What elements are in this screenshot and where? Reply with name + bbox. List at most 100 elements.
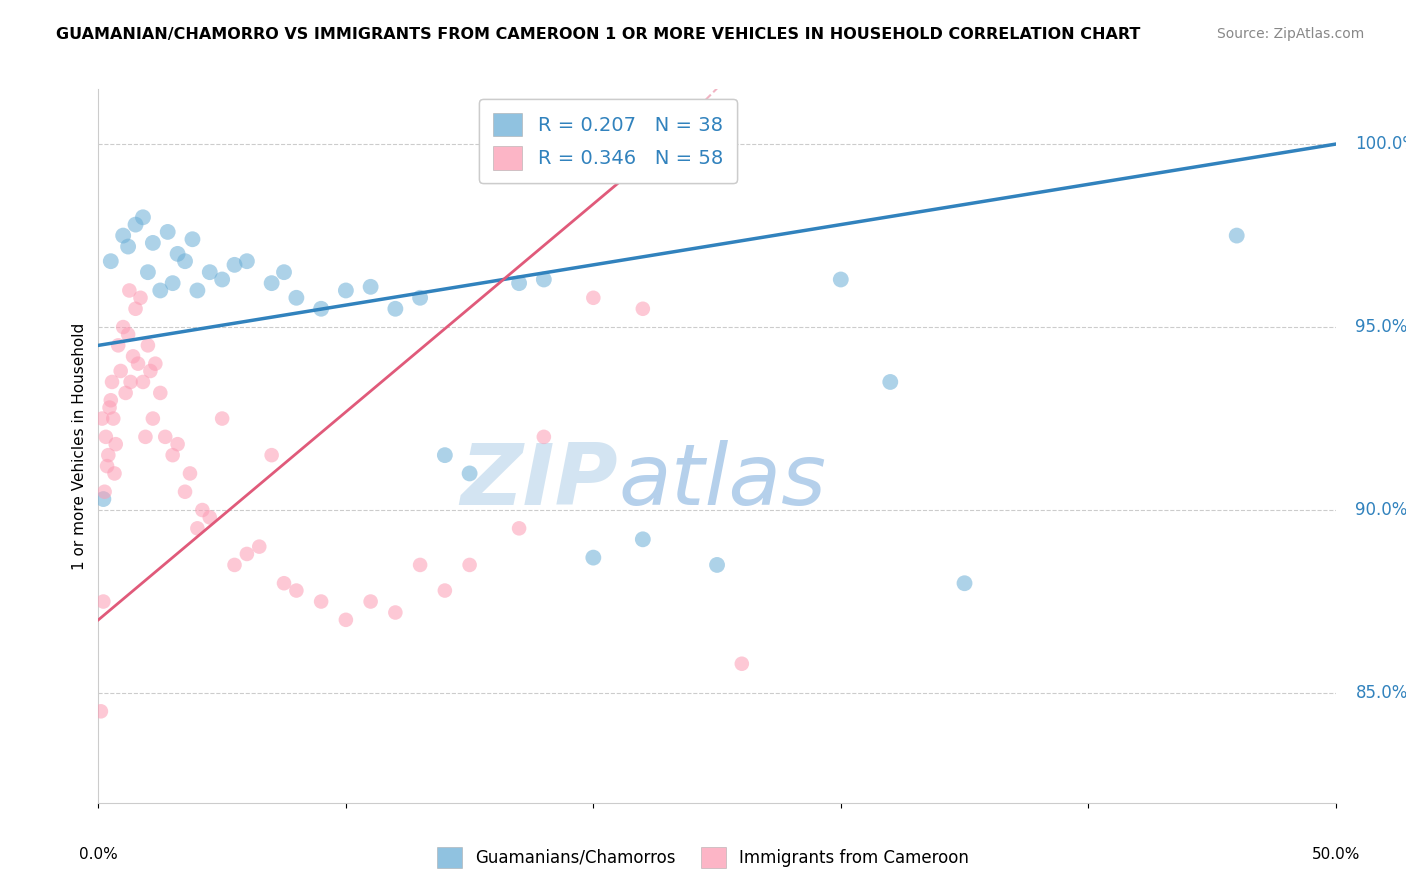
Point bbox=[285, 583, 308, 598]
Point bbox=[174, 484, 197, 499]
Point bbox=[830, 272, 852, 286]
Point bbox=[631, 533, 654, 547]
Point bbox=[409, 558, 432, 572]
Point bbox=[631, 301, 654, 316]
Point bbox=[236, 254, 259, 268]
Point bbox=[104, 437, 127, 451]
Point bbox=[582, 291, 605, 305]
Text: 0.0%: 0.0% bbox=[79, 847, 118, 862]
Point bbox=[98, 401, 121, 415]
Point bbox=[166, 437, 188, 451]
Point bbox=[273, 576, 295, 591]
Point bbox=[384, 301, 406, 316]
Point bbox=[124, 218, 146, 232]
Point bbox=[211, 272, 233, 286]
Point bbox=[191, 503, 214, 517]
Point bbox=[335, 613, 357, 627]
Point bbox=[953, 576, 976, 591]
Point bbox=[134, 430, 156, 444]
Point bbox=[236, 547, 259, 561]
Point bbox=[93, 484, 115, 499]
Point bbox=[112, 320, 135, 334]
Point bbox=[136, 265, 159, 279]
Point bbox=[101, 375, 124, 389]
Point bbox=[139, 364, 162, 378]
Point bbox=[533, 272, 555, 286]
Point bbox=[582, 550, 605, 565]
Point bbox=[409, 291, 432, 305]
Point bbox=[124, 301, 146, 316]
Point bbox=[117, 239, 139, 253]
Point bbox=[273, 265, 295, 279]
Point bbox=[91, 411, 114, 425]
Legend: R = 0.207   N = 38, R = 0.346   N = 58: R = 0.207 N = 38, R = 0.346 N = 58 bbox=[479, 99, 737, 184]
Point bbox=[224, 558, 246, 572]
Point bbox=[122, 349, 145, 363]
Legend: Guamanians/Chamorros, Immigrants from Cameroon: Guamanians/Chamorros, Immigrants from Ca… bbox=[425, 836, 981, 880]
Text: 50.0%: 50.0% bbox=[1312, 847, 1360, 862]
Point bbox=[136, 338, 159, 352]
Point bbox=[433, 583, 456, 598]
Point bbox=[149, 284, 172, 298]
Point bbox=[260, 276, 283, 290]
Point bbox=[93, 594, 115, 608]
Point bbox=[90, 704, 112, 718]
Point bbox=[309, 301, 332, 316]
Point bbox=[224, 258, 246, 272]
Text: Source: ZipAtlas.com: Source: ZipAtlas.com bbox=[1216, 27, 1364, 41]
Text: 90.0%: 90.0% bbox=[1355, 501, 1406, 519]
Point bbox=[142, 235, 165, 250]
Point bbox=[384, 606, 406, 620]
Point bbox=[731, 657, 754, 671]
Point bbox=[458, 558, 481, 572]
Point bbox=[129, 291, 152, 305]
Point bbox=[1226, 228, 1249, 243]
Point bbox=[127, 357, 149, 371]
Point bbox=[97, 448, 120, 462]
Point bbox=[706, 558, 728, 572]
Point bbox=[285, 291, 308, 305]
Text: ZIP: ZIP bbox=[460, 440, 619, 524]
Point bbox=[96, 459, 118, 474]
Point bbox=[110, 364, 132, 378]
Point bbox=[508, 521, 530, 535]
Text: GUAMANIAN/CHAMORRO VS IMMIGRANTS FROM CAMEROON 1 OR MORE VEHICLES IN HOUSEHOLD C: GUAMANIAN/CHAMORRO VS IMMIGRANTS FROM CA… bbox=[56, 27, 1140, 42]
Point bbox=[360, 280, 382, 294]
Point bbox=[142, 411, 165, 425]
Point bbox=[174, 254, 197, 268]
Point bbox=[117, 327, 139, 342]
Point bbox=[149, 386, 172, 401]
Point bbox=[94, 430, 117, 444]
Point bbox=[260, 448, 283, 462]
Point bbox=[162, 448, 184, 462]
Point bbox=[103, 467, 125, 481]
Y-axis label: 1 or more Vehicles in Household: 1 or more Vehicles in Household bbox=[72, 322, 87, 570]
Point bbox=[247, 540, 270, 554]
Point bbox=[120, 375, 142, 389]
Point bbox=[360, 594, 382, 608]
Point bbox=[114, 386, 136, 401]
Point bbox=[186, 284, 208, 298]
Point bbox=[132, 211, 155, 225]
Point bbox=[211, 411, 233, 425]
Point bbox=[103, 411, 125, 425]
Point bbox=[162, 276, 184, 290]
Point bbox=[143, 357, 166, 371]
Point bbox=[198, 510, 221, 524]
Point bbox=[100, 393, 122, 408]
Text: 95.0%: 95.0% bbox=[1355, 318, 1406, 336]
Point bbox=[155, 430, 177, 444]
Point bbox=[198, 265, 221, 279]
Text: 85.0%: 85.0% bbox=[1355, 684, 1406, 702]
Point bbox=[100, 254, 122, 268]
Point bbox=[309, 594, 332, 608]
Point bbox=[132, 375, 155, 389]
Point bbox=[156, 225, 179, 239]
Point bbox=[458, 467, 481, 481]
Point bbox=[879, 375, 901, 389]
Point bbox=[186, 521, 208, 535]
Text: atlas: atlas bbox=[619, 440, 827, 524]
Point bbox=[118, 284, 141, 298]
Point bbox=[107, 338, 129, 352]
Point bbox=[335, 284, 357, 298]
